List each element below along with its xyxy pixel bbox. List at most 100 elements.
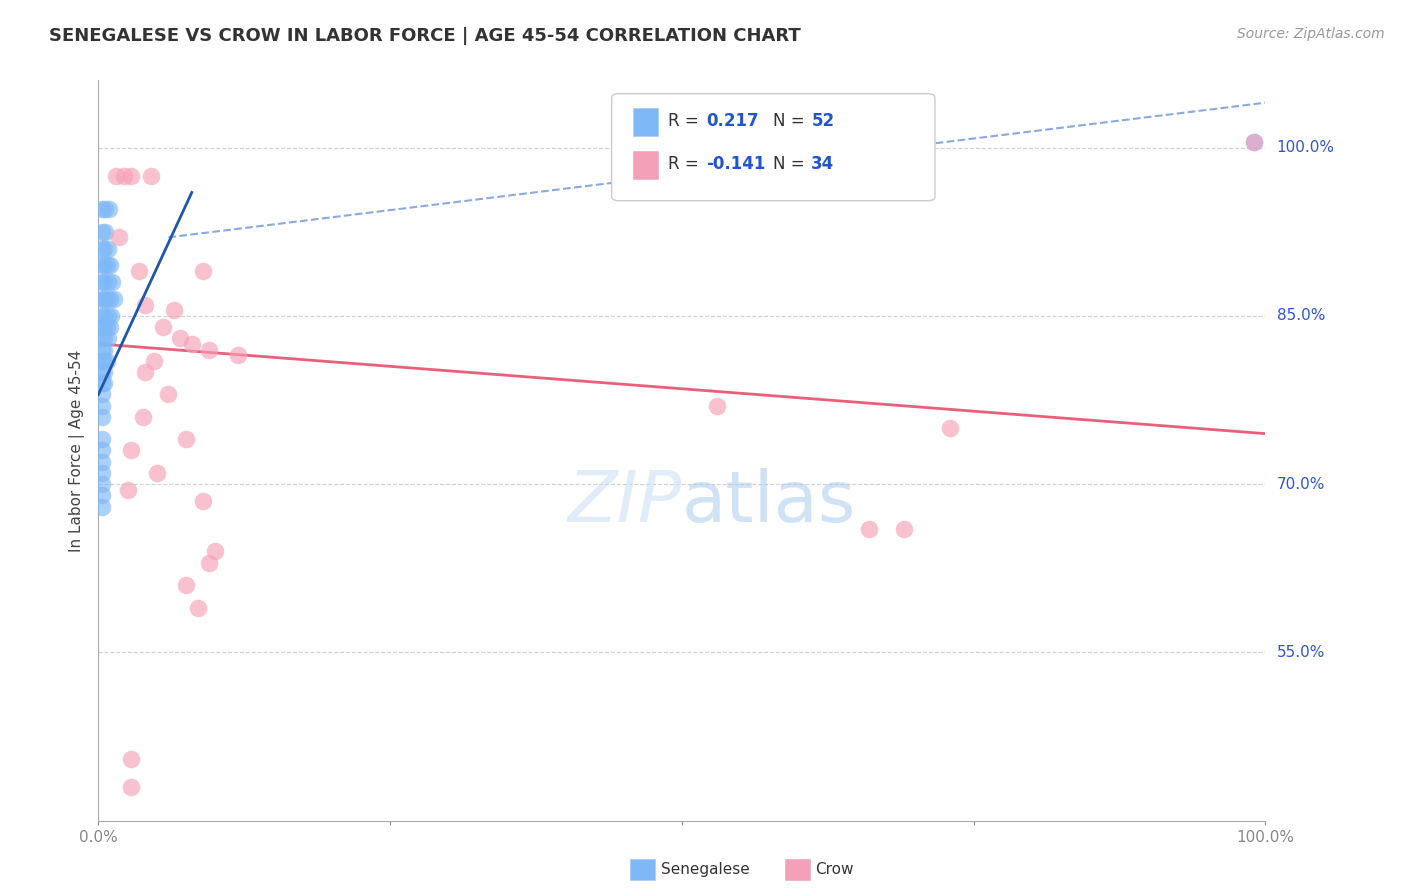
Point — [139, 169, 162, 183]
Text: Senegalese: Senegalese — [661, 863, 749, 877]
Point — [97, 242, 120, 256]
Point — [174, 432, 197, 446]
Point — [90, 376, 112, 391]
Point — [90, 242, 112, 256]
Text: Source: ZipAtlas.com: Source: ZipAtlas.com — [1237, 27, 1385, 41]
Point — [1243, 135, 1265, 149]
Point — [97, 202, 120, 217]
Point — [228, 348, 250, 362]
Point — [939, 421, 962, 435]
Point — [180, 337, 202, 351]
Point — [152, 320, 174, 334]
Point — [120, 780, 142, 794]
Point — [93, 365, 115, 379]
Point — [193, 264, 215, 278]
Point — [134, 365, 156, 379]
Text: ZIP: ZIP — [568, 467, 682, 537]
Text: -0.141: -0.141 — [706, 155, 765, 173]
Point — [90, 409, 112, 424]
Point — [93, 376, 115, 391]
Point — [90, 477, 112, 491]
Text: 55.0%: 55.0% — [1277, 645, 1324, 660]
Text: 85.0%: 85.0% — [1277, 309, 1324, 323]
Point — [132, 409, 155, 424]
Point — [90, 331, 112, 345]
Point — [134, 298, 156, 312]
Text: 100.0%: 100.0% — [1277, 140, 1334, 155]
Point — [103, 292, 125, 306]
Point — [90, 259, 112, 273]
Point — [96, 292, 118, 306]
Point — [157, 387, 180, 401]
Point — [90, 343, 112, 357]
Text: 34: 34 — [811, 155, 835, 173]
Point — [93, 309, 115, 323]
Point — [96, 320, 118, 334]
Point — [90, 387, 112, 401]
Point — [143, 353, 166, 368]
Point — [117, 483, 139, 497]
Point — [108, 230, 131, 244]
Point — [90, 455, 112, 469]
Text: N =: N = — [773, 112, 810, 130]
Text: N =: N = — [773, 155, 810, 173]
Point — [90, 466, 112, 480]
Point — [90, 353, 112, 368]
Text: R =: R = — [668, 155, 704, 173]
Point — [98, 259, 121, 273]
Point — [120, 752, 142, 766]
Point — [90, 225, 112, 239]
Point — [93, 242, 115, 256]
Point — [98, 292, 121, 306]
Point — [104, 169, 127, 183]
Point — [187, 600, 209, 615]
Point — [128, 264, 150, 278]
Text: 52: 52 — [811, 112, 834, 130]
Point — [706, 399, 728, 413]
Y-axis label: In Labor Force | Age 45-54: In Labor Force | Age 45-54 — [69, 350, 84, 551]
Point — [120, 169, 142, 183]
Point — [174, 578, 197, 592]
Point — [90, 202, 112, 217]
Point — [193, 494, 215, 508]
Point — [97, 309, 120, 323]
Text: 0.217: 0.217 — [706, 112, 758, 130]
Point — [101, 275, 124, 289]
Point — [96, 259, 118, 273]
Point — [93, 292, 115, 306]
Point — [204, 544, 226, 558]
Point — [93, 353, 115, 368]
Point — [146, 466, 169, 480]
Text: 70.0%: 70.0% — [1277, 476, 1324, 491]
Point — [97, 275, 120, 289]
Point — [90, 432, 112, 446]
Point — [893, 522, 915, 536]
Text: SENEGALESE VS CROW IN LABOR FORCE | AGE 45-54 CORRELATION CHART: SENEGALESE VS CROW IN LABOR FORCE | AGE … — [49, 27, 801, 45]
Point — [1243, 135, 1265, 149]
Point — [198, 556, 221, 570]
Point — [120, 443, 142, 458]
Point — [90, 320, 112, 334]
Point — [90, 292, 112, 306]
Point — [98, 320, 121, 334]
Point — [90, 488, 112, 502]
Point — [93, 275, 115, 289]
Point — [198, 343, 221, 357]
Point — [163, 303, 186, 318]
Point — [93, 331, 115, 345]
Point — [93, 320, 115, 334]
Point — [100, 309, 122, 323]
Text: R =: R = — [668, 112, 704, 130]
Point — [90, 309, 112, 323]
Point — [90, 443, 112, 458]
Point — [112, 169, 135, 183]
Point — [94, 225, 117, 239]
Point — [97, 331, 120, 345]
Point — [93, 259, 115, 273]
Point — [90, 365, 112, 379]
Text: Crow: Crow — [815, 863, 853, 877]
Point — [90, 275, 112, 289]
Point — [90, 399, 112, 413]
Point — [93, 343, 115, 357]
Point — [169, 331, 191, 345]
